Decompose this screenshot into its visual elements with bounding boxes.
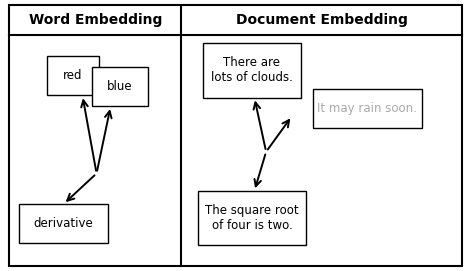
FancyBboxPatch shape — [203, 43, 301, 98]
Text: Word Embedding: Word Embedding — [29, 13, 162, 27]
FancyBboxPatch shape — [313, 89, 422, 128]
FancyBboxPatch shape — [9, 5, 462, 266]
FancyBboxPatch shape — [198, 191, 306, 245]
Text: There are
lots of clouds.: There are lots of clouds. — [211, 56, 293, 85]
FancyBboxPatch shape — [92, 67, 148, 106]
FancyBboxPatch shape — [19, 204, 108, 243]
FancyBboxPatch shape — [47, 56, 99, 95]
Text: derivative: derivative — [34, 217, 93, 230]
Text: The square root
of four is two.: The square root of four is two. — [205, 204, 299, 232]
Text: It may rain soon.: It may rain soon. — [317, 102, 417, 115]
Text: Document Embedding: Document Embedding — [236, 13, 407, 27]
Text: red: red — [63, 69, 83, 82]
Text: blue: blue — [107, 80, 133, 93]
